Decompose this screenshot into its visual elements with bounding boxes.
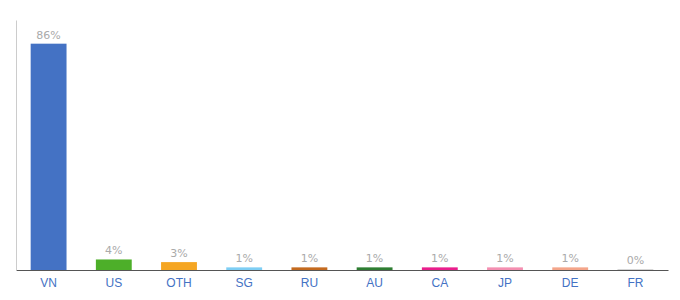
chart: VN US OTH SG RU AU CA JP DE FR 86% 4% 3% 1% 1% 1% 1% 1% 1%… bbox=[0, 0, 680, 300]
x-tick-label: CA bbox=[431, 276, 448, 290]
x-tick: SG bbox=[236, 276, 253, 290]
bar bbox=[226, 267, 262, 270]
x-tick: DE bbox=[562, 276, 579, 290]
data-label: 1% bbox=[366, 252, 383, 265]
x-tick-label: OTH bbox=[166, 276, 191, 290]
x-tick: CA bbox=[431, 276, 448, 290]
data-label: 1% bbox=[301, 252, 318, 265]
x-tick-label: AU bbox=[366, 276, 383, 290]
data-label: 0% bbox=[627, 254, 644, 267]
data-label: 3% bbox=[170, 247, 187, 260]
x-tick: VN bbox=[40, 276, 57, 290]
x-tick-label: US bbox=[105, 276, 122, 290]
bars bbox=[31, 44, 654, 270]
data-labels: 86% 4% 3% 1% 1% 1% 1% 1% 1% 0% bbox=[36, 29, 644, 268]
bar bbox=[357, 267, 393, 270]
y-axis bbox=[16, 21, 17, 271]
bar bbox=[96, 259, 132, 270]
x-tick: JP bbox=[498, 276, 512, 290]
plot: VN US OTH SG RU AU CA JP DE FR 86% 4% 3% 1% 1% 1% 1% 1% 1%… bbox=[17, 21, 669, 290]
bar bbox=[31, 44, 67, 270]
data-label: 1% bbox=[431, 252, 448, 265]
data-label: 1% bbox=[496, 252, 513, 265]
x-tick: AU bbox=[366, 276, 383, 290]
data-label: 1% bbox=[235, 252, 252, 265]
x-tick: FR bbox=[627, 276, 643, 290]
x-axis-line bbox=[17, 270, 669, 271]
y-axis-line bbox=[16, 21, 17, 271]
x-tick-label: SG bbox=[236, 276, 253, 290]
x-tick-label: JP bbox=[498, 276, 512, 290]
x-tick-label: RU bbox=[301, 276, 318, 290]
x-tick-label: FR bbox=[627, 276, 643, 290]
x-tick: RU bbox=[301, 276, 318, 290]
bar bbox=[291, 267, 327, 270]
x-tick: US bbox=[105, 276, 122, 290]
x-tick-label: VN bbox=[40, 276, 57, 290]
bar bbox=[617, 269, 653, 270]
bar bbox=[487, 267, 523, 270]
x-tick: OTH bbox=[166, 276, 191, 290]
bar bbox=[552, 267, 588, 270]
bar bbox=[422, 267, 458, 270]
x-tick-label: DE bbox=[562, 276, 579, 290]
x-axis: VN US OTH SG RU AU CA JP DE FR bbox=[17, 271, 669, 290]
data-label: 86% bbox=[36, 29, 60, 42]
data-label: 4% bbox=[105, 244, 122, 257]
data-label: 1% bbox=[561, 252, 578, 265]
bar bbox=[161, 262, 197, 270]
